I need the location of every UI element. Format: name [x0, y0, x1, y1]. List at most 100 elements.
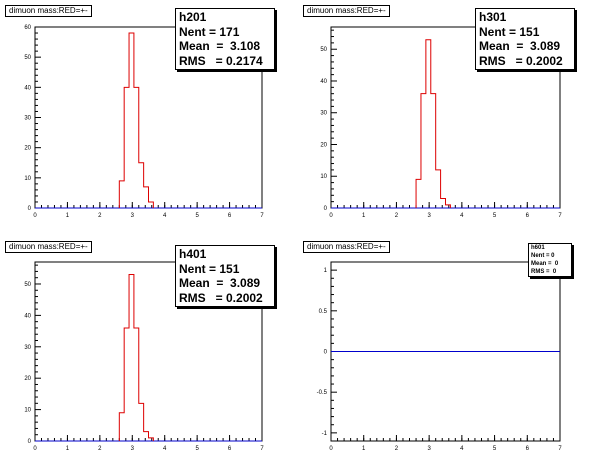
histogram-bar — [421, 94, 426, 208]
histogram-bar — [441, 198, 446, 208]
histogram-bar — [139, 403, 144, 441]
histogram-h601: -1 -0.5 0 0.5 1 0 1 2 3 4 5 6 7 — [317, 261, 562, 452]
x-tick-label: 2 — [98, 213, 102, 219]
stats-name: h301 — [479, 10, 507, 24]
y-tick-label: 0 — [324, 350, 328, 356]
stats-entries: Nent = 171 — [179, 24, 240, 39]
y-tick-label: 0 — [324, 206, 328, 212]
x-tick-label: 0 — [329, 446, 333, 452]
stats-mean: Mean = 0 — [531, 261, 559, 267]
x-tick-label: 5 — [195, 213, 199, 219]
stats-entries: Nent = 151 — [479, 24, 540, 39]
y-tick-label: 0.5 — [319, 309, 328, 315]
x-tick-label: 3 — [427, 213, 431, 219]
y-tick-label: 30 — [320, 111, 327, 117]
histogram-bar — [149, 202, 154, 208]
pad-title: dimuon mass:RED=+- — [303, 241, 390, 253]
stats-rms: RMS = 0 — [531, 269, 557, 275]
y-tick-label: 50 — [24, 282, 31, 288]
histogram-bar — [426, 40, 431, 208]
histogram-h301: 0 10 20 30 40 50 0 1 2 3 4 5 6 7 — [320, 26, 562, 219]
x-tick-label: 0 — [33, 213, 37, 219]
y-tick-label: 30 — [24, 116, 31, 122]
y-tick-label: 60 — [24, 25, 31, 31]
pad-h301: 0 10 20 30 40 50 0 1 2 3 4 5 6 7 dimuon mass:RED=+- h… — [298, 0, 596, 236]
y-tick-label: 20 — [24, 376, 31, 382]
histogram-bar — [436, 170, 441, 208]
x-tick-label: 6 — [228, 213, 232, 219]
x-tick-label: 3 — [427, 446, 431, 452]
x-tick-label: 2 — [395, 446, 399, 452]
stats-rms: RMS = 0.2174 — [179, 53, 263, 68]
stats-mean: Mean = 3.089 — [179, 276, 261, 290]
y-tick-label: 50 — [24, 55, 31, 61]
stats-mean: Mean = 3.108 — [179, 39, 261, 53]
x-tick-label: 4 — [163, 446, 167, 452]
y-tick-label: 20 — [320, 142, 327, 148]
x-tick-label: 7 — [558, 213, 562, 219]
stats-rms: RMS = 0.2002 — [179, 290, 263, 305]
histogram-bar — [119, 413, 124, 441]
histogram-bar — [416, 179, 421, 208]
y-tick-label: 1 — [324, 268, 328, 274]
x-tick-label: 5 — [195, 446, 199, 452]
histogram-bar — [129, 275, 134, 441]
pad-title: dimuon mass:RED=+- — [303, 5, 390, 17]
y-tick-label: 40 — [24, 313, 31, 319]
histogram-bar — [129, 33, 134, 208]
x-tick-label: 4 — [163, 213, 167, 219]
y-tick-label: 30 — [24, 345, 31, 351]
y-tick-label: 40 — [320, 79, 327, 85]
x-tick-label: 5 — [493, 213, 497, 219]
stats-name: h401 — [179, 247, 207, 261]
histogram-outline — [118, 274, 154, 441]
y-tick-label: 10 — [320, 174, 327, 180]
x-tick-label: 3 — [131, 213, 135, 219]
x-tick-label: 1 — [66, 446, 70, 452]
stats-box: h601 Nent = 0 Mean = 0 RMS = 0 — [528, 243, 572, 277]
x-tick-label: 4 — [460, 446, 464, 452]
pad-h601: -1 -0.5 0 0.5 1 0 1 2 3 4 5 6 7 dimuon mass:RED=+- h… — [298, 236, 596, 472]
stats-box: h401 Nent = 151 Mean = 3.089 RMS = 0.200… — [175, 245, 275, 307]
histogram-h201: 0 10 20 30 40 50 60 0 1 2 3 4 5 6 7 — [24, 25, 264, 219]
stats-entries: Nent = 151 — [179, 261, 240, 276]
x-tick-label: 5 — [493, 446, 497, 452]
x-tick-label: 2 — [98, 446, 102, 452]
histogram-bar — [139, 163, 144, 208]
stats-rms: RMS = 0.2002 — [479, 53, 563, 68]
pad-title: dimuon mass:RED=+- — [5, 5, 92, 17]
x-tick-label: 6 — [526, 213, 530, 219]
x-tick-label: 0 — [329, 213, 333, 219]
y-tick-label: -1 — [322, 431, 328, 437]
stats-name: h201 — [179, 10, 207, 24]
histogram-bar — [124, 328, 129, 441]
histogram-bar — [431, 94, 436, 208]
x-tick-label: 1 — [66, 213, 70, 219]
y-tick-label: 20 — [24, 146, 31, 152]
y-tick-label: 10 — [24, 408, 31, 414]
x-tick-label: 4 — [460, 213, 464, 219]
x-tick-label: 2 — [395, 213, 399, 219]
histogram-bar — [144, 432, 149, 441]
x-tick-label: 7 — [260, 446, 264, 452]
x-tick-label: 6 — [228, 446, 232, 452]
x-tick-label: 0 — [33, 446, 37, 452]
x-tick-label: 6 — [526, 446, 530, 452]
y-tick-label: 50 — [320, 47, 327, 53]
pad-title: dimuon mass:RED=+- — [5, 241, 92, 253]
stats-name: h601 — [531, 245, 545, 251]
stats-entries: Nent = 0 — [531, 253, 555, 259]
stats-box: h201 Nent = 171 Mean = 3.108 RMS = 0.217… — [175, 8, 275, 70]
x-tick-label: 1 — [362, 213, 366, 219]
histogram-outline — [415, 39, 451, 208]
histogram-bar — [134, 87, 139, 208]
stats-mean: Mean = 3.089 — [479, 39, 561, 53]
histogram-h401: 0 10 20 30 40 50 0 1 2 3 4 5 6 7 — [24, 261, 264, 452]
histogram-bar — [134, 328, 139, 441]
stats-box: h301 Nent = 151 Mean = 3.089 RMS = 0.200… — [475, 8, 575, 70]
x-tick-label: 3 — [131, 446, 135, 452]
pad-h201: 0 10 20 30 40 50 60 0 1 2 3 4 5 6 7 dimuon mass:RED=+-… — [0, 0, 298, 236]
y-tick-label: 0 — [28, 439, 32, 445]
histogram-bar — [119, 181, 124, 208]
